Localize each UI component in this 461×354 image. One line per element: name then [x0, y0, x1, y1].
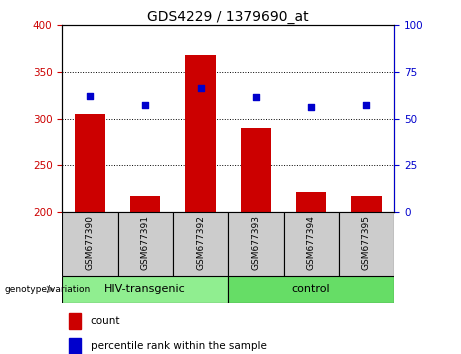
- FancyBboxPatch shape: [339, 212, 394, 276]
- Point: [86, 93, 94, 99]
- Point: [197, 85, 204, 91]
- Title: GDS4229 / 1379690_at: GDS4229 / 1379690_at: [148, 10, 309, 24]
- FancyBboxPatch shape: [118, 212, 173, 276]
- Text: GSM677395: GSM677395: [362, 216, 371, 270]
- Bar: [75, 114, 105, 212]
- FancyBboxPatch shape: [62, 276, 228, 303]
- Bar: [185, 55, 216, 212]
- FancyBboxPatch shape: [228, 212, 284, 276]
- Point: [363, 102, 370, 107]
- Point: [307, 104, 315, 110]
- Text: GSM677392: GSM677392: [196, 216, 205, 270]
- Point: [142, 102, 149, 107]
- Text: GSM677393: GSM677393: [251, 216, 260, 270]
- FancyBboxPatch shape: [228, 276, 394, 303]
- Text: percentile rank within the sample: percentile rank within the sample: [91, 341, 266, 352]
- Point: [252, 94, 260, 100]
- Bar: [130, 195, 160, 212]
- Text: HIV-transgenic: HIV-transgenic: [104, 284, 186, 295]
- Bar: [69, 313, 81, 329]
- Bar: [241, 128, 271, 212]
- Bar: [351, 195, 382, 212]
- Bar: [69, 338, 81, 354]
- Text: genotype/variation: genotype/variation: [5, 285, 91, 294]
- FancyBboxPatch shape: [173, 212, 228, 276]
- FancyBboxPatch shape: [62, 212, 118, 276]
- Text: GSM677394: GSM677394: [307, 216, 316, 270]
- Bar: [296, 192, 326, 212]
- Text: control: control: [292, 284, 331, 295]
- Text: count: count: [91, 316, 120, 326]
- Text: GSM677390: GSM677390: [85, 216, 95, 270]
- Text: GSM677391: GSM677391: [141, 216, 150, 270]
- FancyBboxPatch shape: [284, 212, 339, 276]
